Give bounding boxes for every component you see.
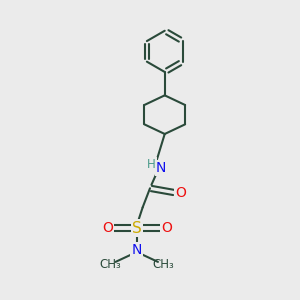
Text: N: N (156, 161, 166, 175)
Text: CH₃: CH₃ (152, 258, 174, 271)
Text: N: N (132, 243, 142, 257)
Text: O: O (161, 221, 172, 235)
Text: CH₃: CH₃ (99, 258, 121, 271)
Text: H: H (147, 158, 156, 171)
Text: O: O (175, 186, 186, 200)
Text: S: S (132, 220, 142, 236)
Text: O: O (102, 221, 113, 235)
